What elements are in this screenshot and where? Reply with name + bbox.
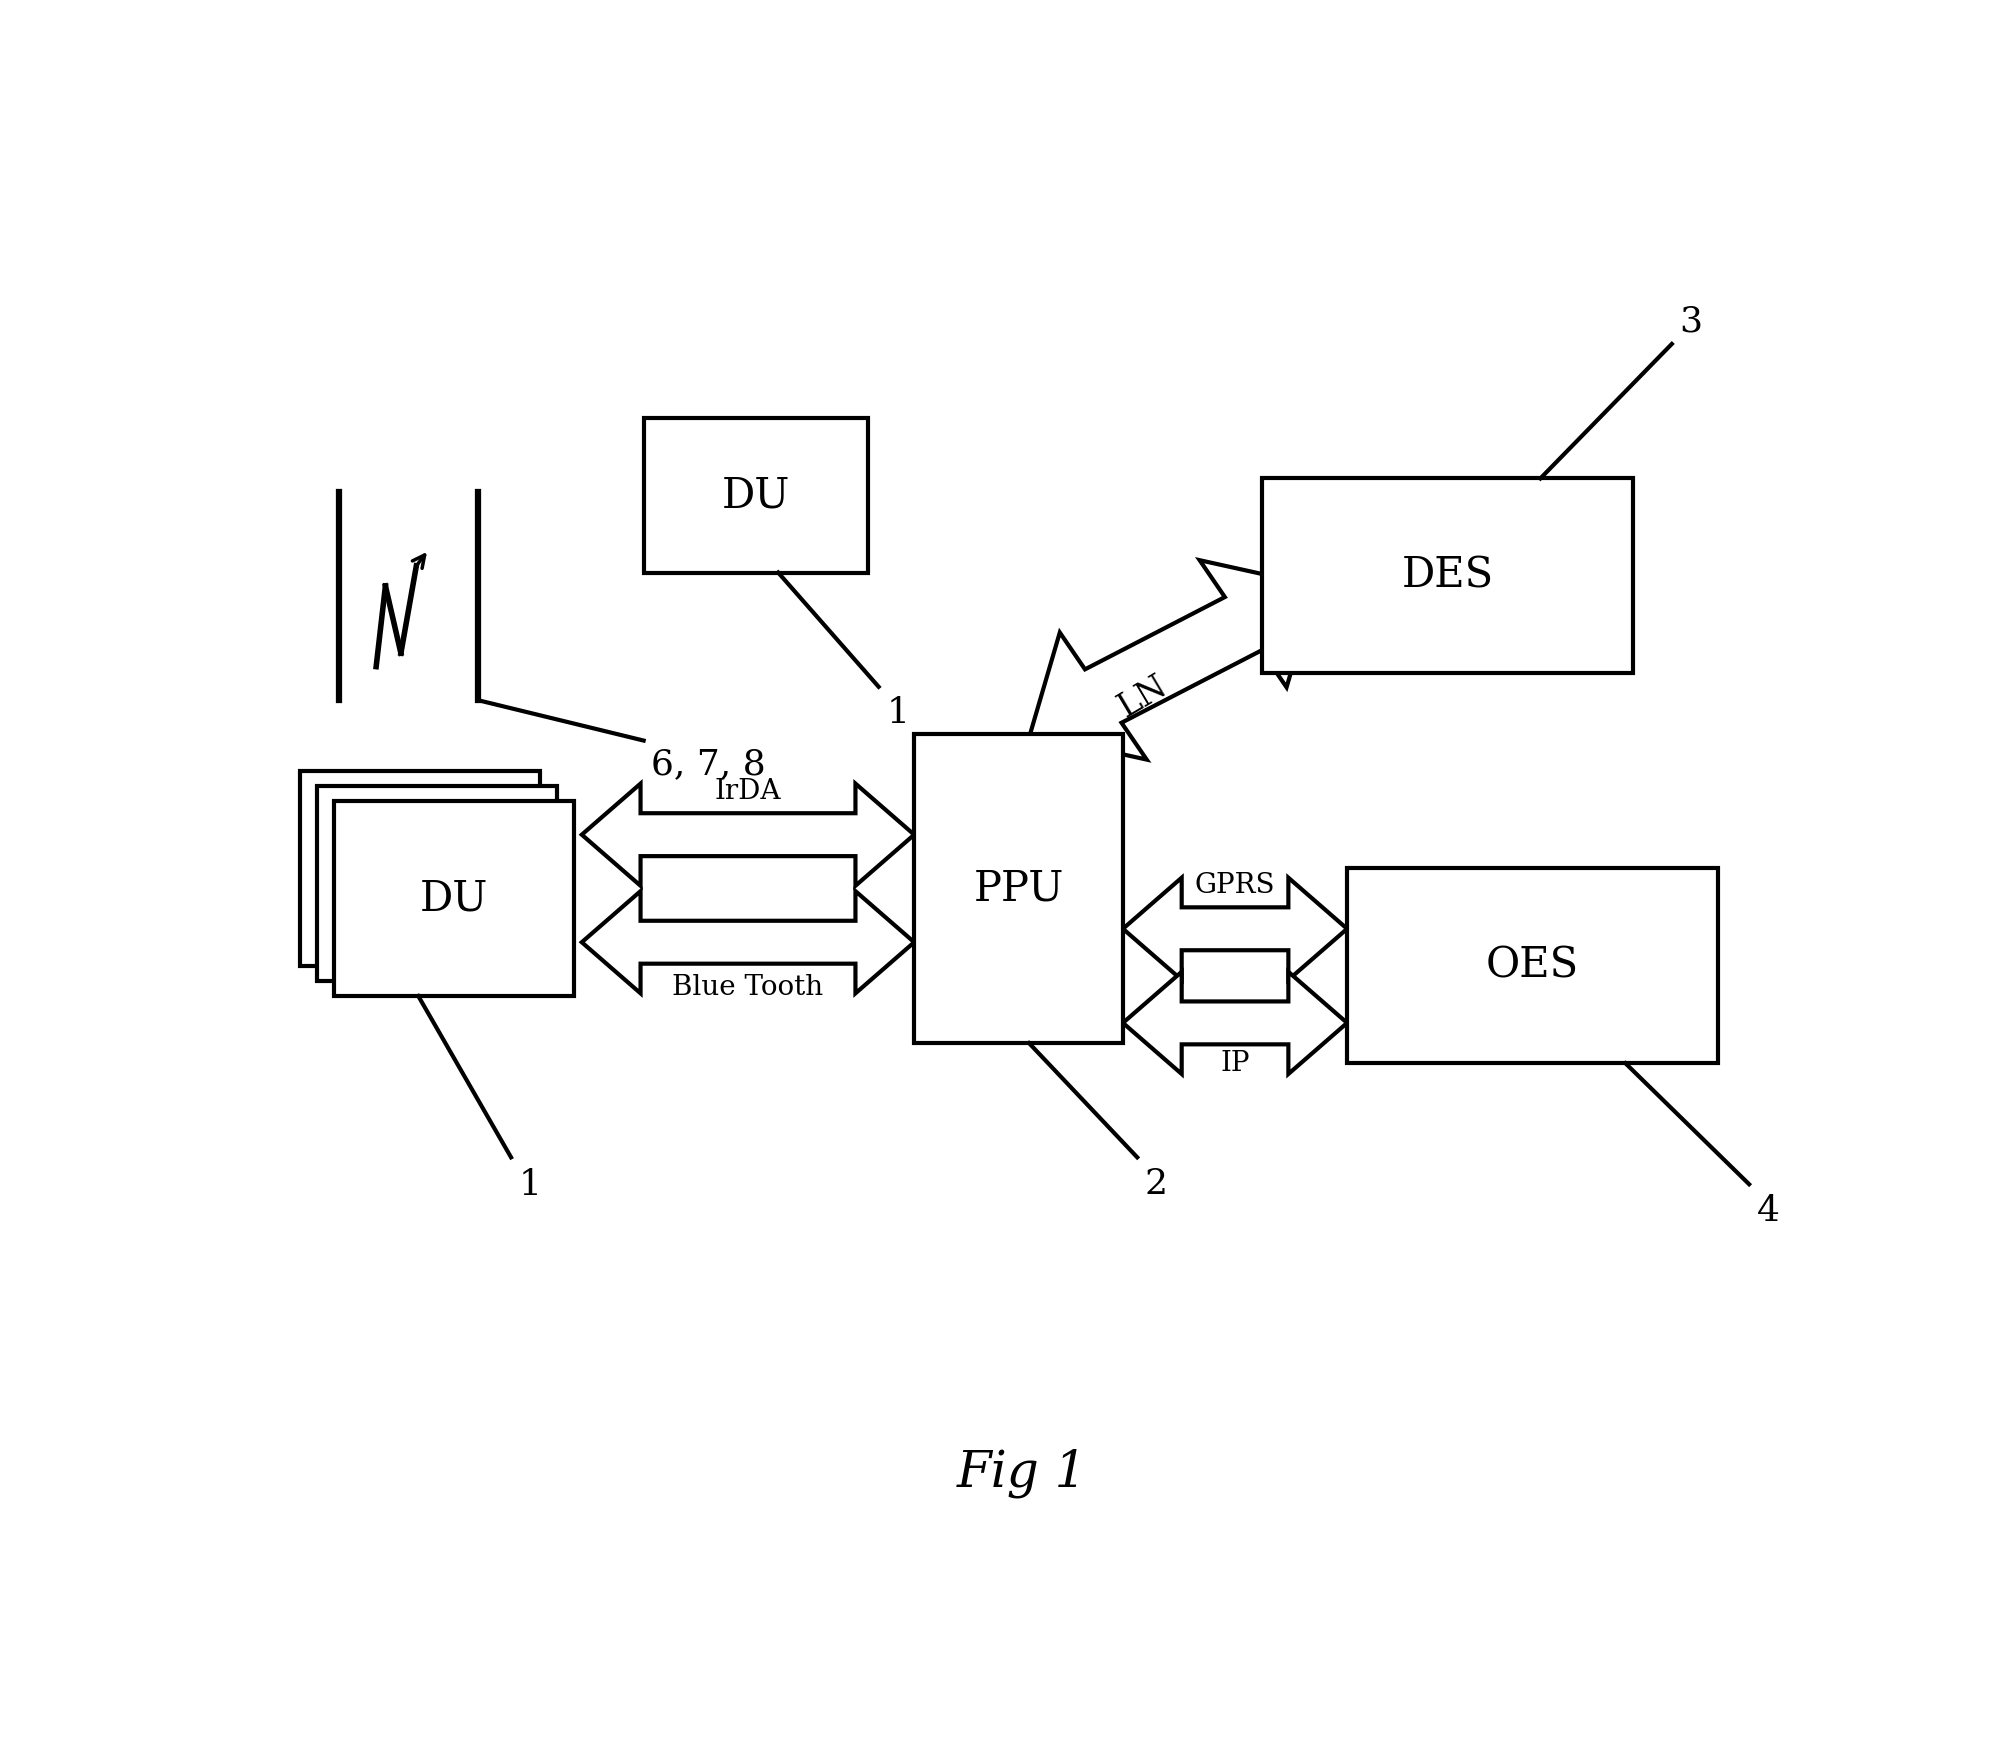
Bar	[317, 786, 557, 981]
Text: 1: 1	[519, 1168, 543, 1201]
Bar	[1347, 868, 1718, 1063]
Text: DU: DU	[421, 878, 489, 920]
Text: LN: LN	[1111, 670, 1173, 725]
Polygon shape	[583, 890, 914, 993]
Text: 3: 3	[1680, 304, 1702, 339]
Text: 4: 4	[1758, 1194, 1780, 1227]
Bar	[1263, 478, 1634, 674]
Text: 2: 2	[1145, 1166, 1167, 1201]
Text: GPRS: GPRS	[1195, 873, 1275, 899]
Bar	[335, 801, 575, 995]
Polygon shape	[1029, 560, 1317, 760]
Polygon shape	[1123, 973, 1347, 1074]
Text: IrDA: IrDA	[714, 779, 782, 805]
Bar	[301, 772, 541, 967]
Bar	[644, 417, 868, 573]
Text: 6, 7, 8: 6, 7, 8	[650, 747, 766, 780]
Text: OES: OES	[1486, 945, 1580, 986]
Text: Fig 1: Fig 1	[958, 1449, 1087, 1498]
Polygon shape	[1123, 878, 1347, 980]
Bar	[914, 733, 1123, 1042]
Text: PPU: PPU	[974, 868, 1063, 910]
Text: 1: 1	[886, 697, 910, 730]
Text: DU: DU	[722, 475, 790, 517]
Polygon shape	[583, 784, 914, 885]
Text: DES: DES	[1402, 555, 1494, 597]
Text: Blue Tooth: Blue Tooth	[672, 974, 824, 1002]
Text: IP: IP	[1221, 1049, 1249, 1077]
